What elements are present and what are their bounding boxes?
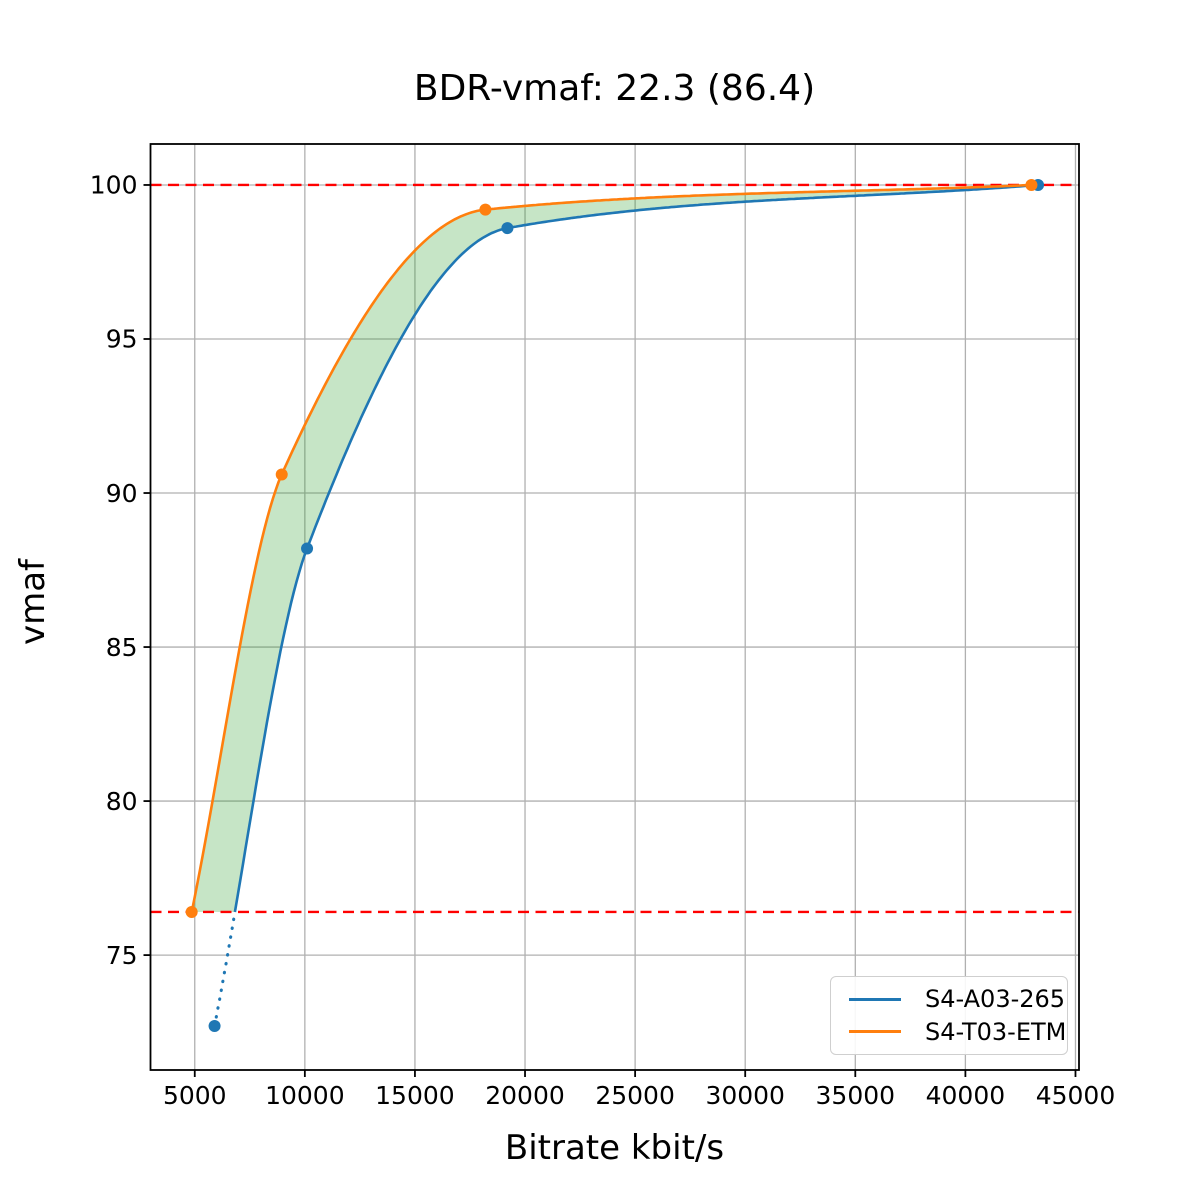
series-1-marker [1025, 178, 1038, 191]
series-0-marker [301, 542, 314, 555]
axes: 5000 10000 15000 20000 25000 30000 35000 40000 4… [90, 143, 1116, 1110]
x-tick-label: 15000 [375, 1081, 455, 1110]
legend-item-s4-a03-265: S4-A03-265 [849, 985, 1065, 1013]
shaded-band [191, 185, 1032, 912]
x-axis-label: Bitrate kbit/s [504, 1128, 725, 1168]
series-markers [185, 178, 1045, 1032]
legend: S4-A03-265 S4-T03-ETM [830, 976, 1068, 1055]
series-1-marker [479, 203, 492, 216]
series-0-marker [208, 1019, 221, 1032]
chart-title: BDR-vmaf: 22.3 (86.4) [413, 68, 816, 109]
series-1-marker [185, 905, 198, 918]
y-tick-label: 95 [106, 325, 138, 354]
series-0-dotted-tail [213, 910, 237, 1028]
x-tick-label: 40000 [926, 1081, 1006, 1110]
legend-label: S4-T03-ETM [925, 1017, 1067, 1046]
gridlines [150, 144, 1079, 1070]
series-0-line [233, 183, 1039, 913]
legend-label: S4-A03-265 [925, 985, 1066, 1014]
x-tick-label: 25000 [595, 1081, 675, 1110]
legend-item-s4-t03-etm: S4-T03-ETM [849, 1018, 1066, 1046]
x-tick-label: 20000 [485, 1081, 565, 1110]
legend-line-sample-orange [849, 1030, 901, 1034]
series-0-marker [501, 222, 514, 235]
reference-lines [150, 183, 1079, 914]
legend-line-sample-blue [849, 997, 901, 1001]
y-tick-label: 85 [106, 633, 138, 662]
x-tick-label: 10000 [265, 1081, 345, 1110]
x-tick-label: 5000 [163, 1081, 227, 1110]
y-tick-label: 75 [106, 941, 138, 970]
series-1-marker [275, 468, 288, 481]
series-1-line [190, 183, 1032, 913]
x-tick-label: 45000 [1036, 1081, 1116, 1110]
series-curves [190, 183, 1039, 1028]
y-tick-label: 80 [106, 787, 138, 816]
y-tick-label: 90 [106, 479, 138, 508]
x-tick-label: 35000 [816, 1081, 896, 1110]
x-tick-label: 30000 [705, 1081, 785, 1110]
y-tick-label: 100 [90, 171, 138, 200]
y-axis-label: vmaf [13, 558, 53, 646]
